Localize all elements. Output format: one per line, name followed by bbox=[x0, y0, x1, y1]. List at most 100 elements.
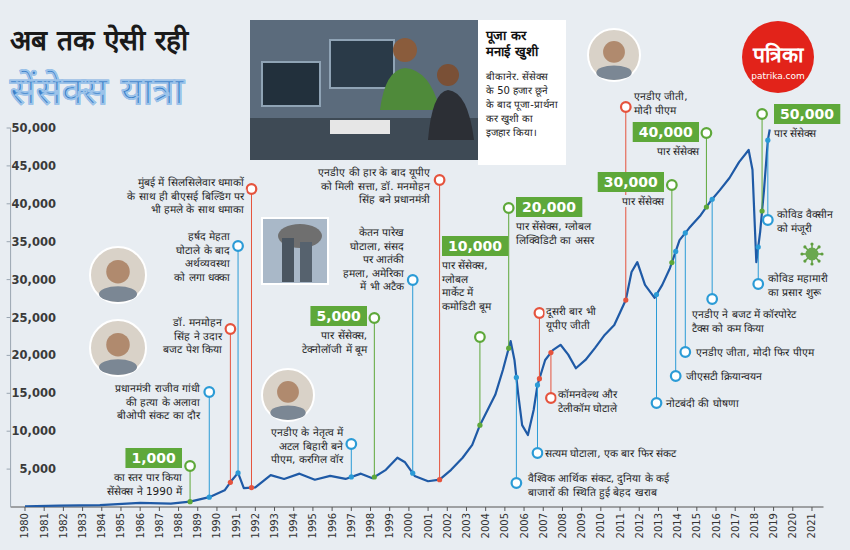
annotation: कोविड वैक्सीनको मंजूरी bbox=[776, 208, 835, 235]
x-tick-label: 1983 bbox=[77, 513, 88, 538]
annotation-text: कोविड वैक्सीन bbox=[777, 208, 833, 220]
label-patch bbox=[545, 305, 598, 319]
annotation-marker bbox=[763, 215, 773, 225]
annotation-marker bbox=[370, 313, 380, 323]
annotation-marker bbox=[757, 109, 767, 119]
photo-shoulders bbox=[99, 359, 137, 375]
annotation-text: नोटबंदी की घोषणा bbox=[666, 397, 739, 409]
leader-dot bbox=[349, 474, 354, 479]
milestone-label: 40,000 bbox=[639, 124, 693, 140]
x-tick bbox=[159, 507, 160, 511]
label-patch bbox=[149, 203, 245, 215]
annotation: नोटबंदी की घोषणा bbox=[665, 397, 741, 409]
label-patch bbox=[441, 273, 471, 285]
y-tick-label: 5,000 bbox=[20, 462, 56, 476]
leader-dot bbox=[673, 249, 678, 254]
photo-person bbox=[437, 64, 459, 86]
annotation: 30,000 पार सेंसेक्स bbox=[598, 172, 667, 207]
label-patch bbox=[655, 145, 701, 157]
virus-icon bbox=[800, 242, 823, 265]
x-tick-label: 2004 bbox=[480, 513, 491, 538]
x-tick-label: 1990 bbox=[211, 513, 222, 538]
label-patch bbox=[441, 286, 476, 298]
x-tick-label: 2020 bbox=[787, 513, 798, 538]
label-patch bbox=[114, 382, 202, 394]
caption-title: पूजा कर bbox=[485, 28, 527, 44]
label-patch bbox=[269, 453, 345, 465]
annotation: 5,000पार सेंसेक्स,टेक्नोलॉजी में बूम bbox=[301, 306, 370, 356]
milestone-box bbox=[310, 306, 367, 326]
annotation-text: पार सेंसेक्स, bbox=[321, 329, 367, 341]
x-tick-label: 1987 bbox=[154, 513, 165, 538]
leader-dot bbox=[704, 204, 709, 209]
annotation-text: पर आतंकी bbox=[363, 253, 404, 265]
x-tick-label: 2008 bbox=[557, 513, 568, 538]
x-tick-label: 1997 bbox=[346, 513, 357, 538]
x-tick-label: 2003 bbox=[461, 513, 472, 538]
annotation-marker bbox=[533, 448, 543, 458]
annotation: 10,000पार सेंसेक्स,ग्लोबलमार्केट मेंकमोड… bbox=[441, 236, 509, 313]
x-tick bbox=[82, 507, 83, 511]
y-tick-label: 30,000 bbox=[12, 273, 56, 287]
annotation-marker bbox=[435, 175, 445, 185]
y-tick-label: 50,000 bbox=[12, 121, 56, 135]
annotation: एनडीए के नेतृत्व मेंअटल बिहारी बनेपीएम, … bbox=[269, 426, 345, 465]
milestone-box bbox=[516, 197, 582, 217]
annotation-text: के साथ ही बीएसई बिल्डिंग पर bbox=[127, 190, 245, 202]
label-patch bbox=[557, 388, 620, 400]
x-tick bbox=[524, 507, 525, 511]
annotation-text: पार सेंसेक्स bbox=[622, 195, 665, 207]
photo bbox=[250, 20, 478, 160]
label-patch bbox=[685, 370, 764, 382]
label-patch bbox=[776, 222, 814, 235]
annotation-text: का स्तर पार किया bbox=[114, 471, 182, 483]
annotation: एनडीए जीती,मोदी पीएम bbox=[633, 90, 690, 116]
annotation-text: अटल बिहारी बने bbox=[279, 440, 343, 452]
x-tick-label: 1992 bbox=[250, 513, 261, 538]
x-tick bbox=[178, 507, 179, 511]
leader-line bbox=[671, 185, 672, 263]
x-tick-label: 1986 bbox=[135, 513, 146, 538]
label-patch bbox=[527, 486, 660, 500]
x-tick bbox=[120, 507, 121, 511]
annotation-marker bbox=[247, 184, 257, 194]
leader-line bbox=[412, 280, 413, 473]
annotation: डॉ. मनमोहनसिंह ने उदारबजट पेश किया bbox=[162, 316, 225, 355]
x-tick-label: 1999 bbox=[384, 513, 395, 538]
x-tick-label: 1989 bbox=[192, 513, 203, 538]
annotation-text: पार सेंसेक्स, ग्लोबल bbox=[516, 220, 592, 232]
x-tick-label: 2012 bbox=[634, 513, 645, 538]
leader-dot bbox=[756, 244, 761, 249]
annotation-marker bbox=[535, 308, 545, 318]
x-tick-label: 2006 bbox=[519, 513, 530, 538]
leader-line bbox=[712, 199, 713, 299]
x-axis bbox=[11, 507, 824, 508]
leader-line bbox=[537, 385, 538, 453]
photo-caption: पूजा करमनाई खुशीबीकानेर. सेंसेक्सके 50 ह… bbox=[478, 20, 566, 165]
annotation: एनडीए की हार के बाद यूपीएको मिली सत्ता, … bbox=[317, 166, 432, 205]
photo-towers bbox=[262, 218, 328, 284]
annotation: एनडीए ने बजट में कॉरपोरेटटैक्स को कम किय… bbox=[691, 308, 799, 334]
x-tick-label: 1998 bbox=[365, 513, 376, 538]
label-patch bbox=[620, 195, 666, 207]
milestone-label: 30,000 bbox=[604, 174, 658, 190]
label-patch bbox=[317, 166, 432, 179]
photo-person bbox=[428, 90, 474, 140]
x-tick-label: 1985 bbox=[115, 513, 126, 538]
photo-frame bbox=[90, 247, 146, 303]
milestone-label: 5,000 bbox=[316, 308, 361, 324]
annotation-text: कॉमनवेल्थ और bbox=[558, 388, 618, 400]
annotation: कॉमनवेल्थ औरटेलीकॉम घोटाले bbox=[557, 388, 620, 414]
y-tick bbox=[7, 469, 11, 470]
leader-dot bbox=[759, 208, 764, 213]
leader-line bbox=[706, 133, 707, 207]
annotation-text: में भी अटैक bbox=[360, 280, 405, 292]
label-patch bbox=[691, 322, 766, 334]
photo-harshad bbox=[90, 247, 146, 303]
annotation-text: पीएम, करगिल वॉर bbox=[271, 453, 344, 465]
annotation-text: अर्थव्यवस्था bbox=[185, 257, 230, 269]
milestone-box bbox=[598, 172, 664, 192]
annotation-marker bbox=[652, 398, 662, 408]
y-tick-label: 20,000 bbox=[12, 348, 56, 362]
y-tick-label: 45,000 bbox=[12, 159, 56, 173]
